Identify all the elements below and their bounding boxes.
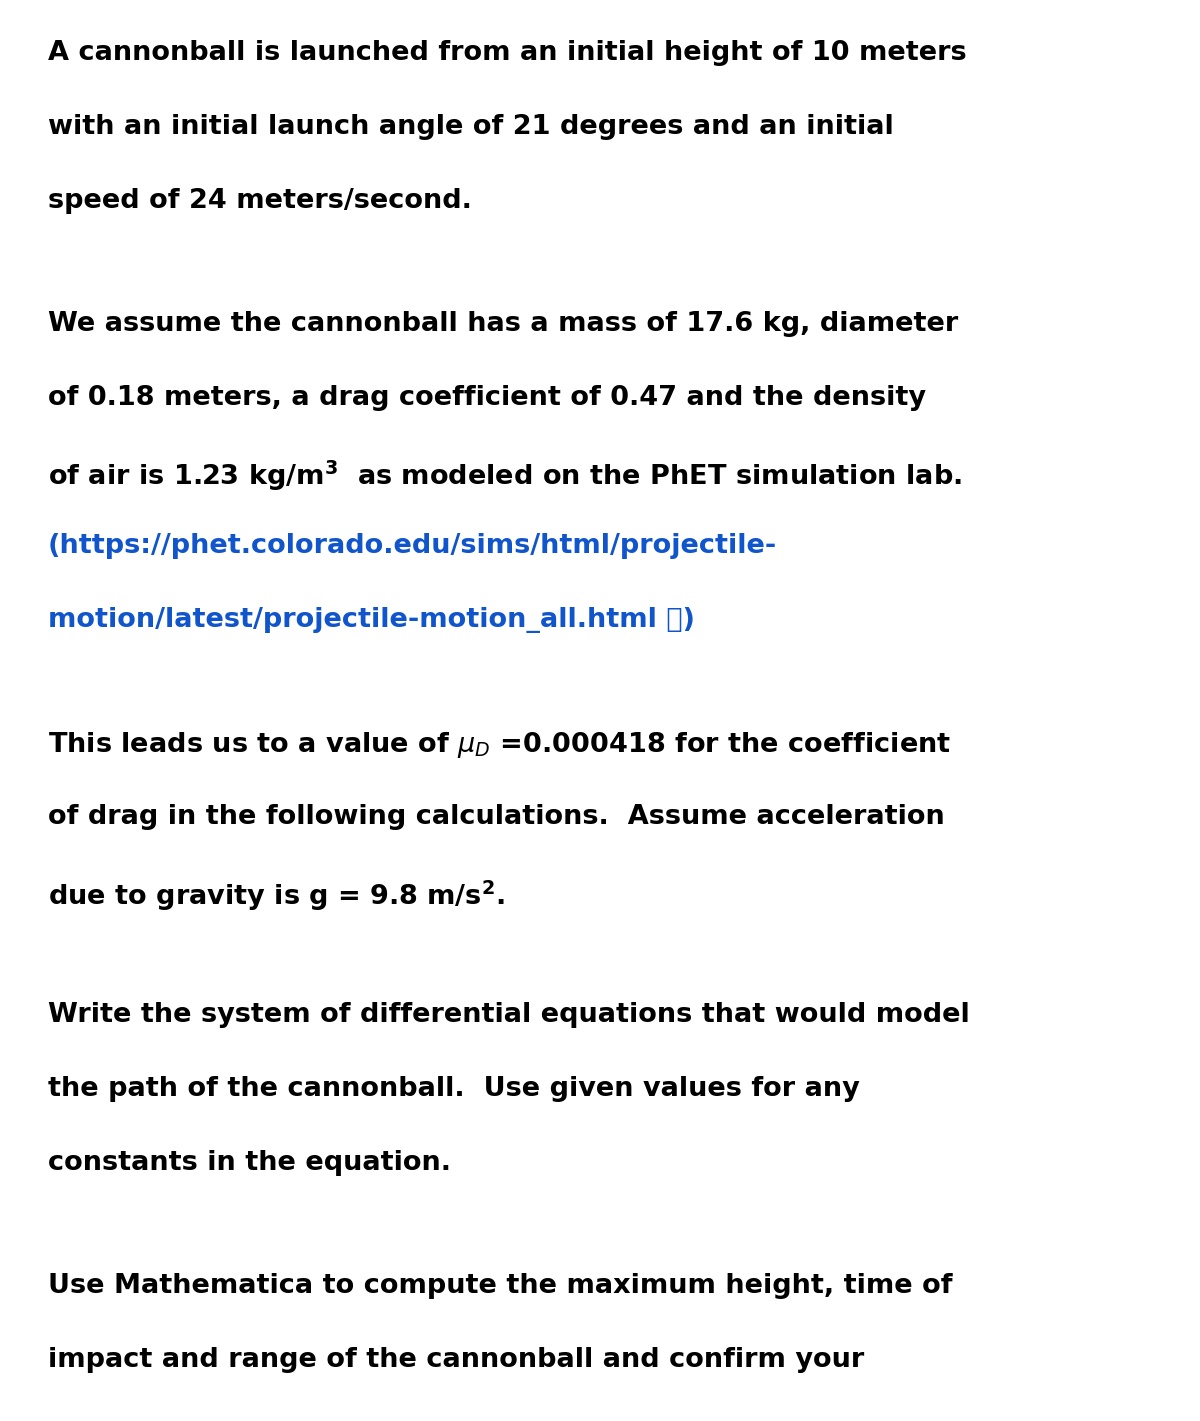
Text: due to gravity is g = 9.8 m/s$\mathbf{^2}$.: due to gravity is g = 9.8 m/s$\mathbf{^2… [48,878,505,912]
Text: (https://phet.colorado.edu/sims/html/projectile-: (https://phet.colorado.edu/sims/html/pro… [48,533,778,558]
Text: the path of the cannonball.  Use given values for any: the path of the cannonball. Use given va… [48,1076,859,1101]
Text: of drag in the following calculations.  Assume acceleration: of drag in the following calculations. A… [48,804,944,830]
Text: Use Mathematica to compute the maximum height, time of: Use Mathematica to compute the maximum h… [48,1273,953,1299]
Text: impact and range of the cannonball and confirm your: impact and range of the cannonball and c… [48,1347,864,1373]
Text: of 0.18 meters, a drag coefficient of 0.47 and the density: of 0.18 meters, a drag coefficient of 0.… [48,385,926,411]
Text: constants in the equation.: constants in the equation. [48,1150,451,1175]
Text: motion/latest/projectile-motion_all.html ⧉): motion/latest/projectile-motion_all.html… [48,607,695,632]
Text: Write the system of differential equations that would model: Write the system of differential equatio… [48,1002,970,1027]
Text: A cannonball is launched from an initial height of 10 meters: A cannonball is launched from an initial… [48,40,967,65]
Text: speed of 24 meters/second.: speed of 24 meters/second. [48,188,472,213]
Text: This leads us to a value of $\mu_D$ =0.000418 for the coefficient: This leads us to a value of $\mu_D$ =0.0… [48,730,952,760]
Text: of air is 1.23 kg/m$\mathbf{^3}$  as modeled on the PhET simulation lab.: of air is 1.23 kg/m$\mathbf{^3}$ as mode… [48,459,962,493]
Text: with an initial launch angle of 21 degrees and an initial: with an initial launch angle of 21 degre… [48,114,894,139]
Text: We assume the cannonball has a mass of 17.6 kg, diameter: We assume the cannonball has a mass of 1… [48,311,959,337]
